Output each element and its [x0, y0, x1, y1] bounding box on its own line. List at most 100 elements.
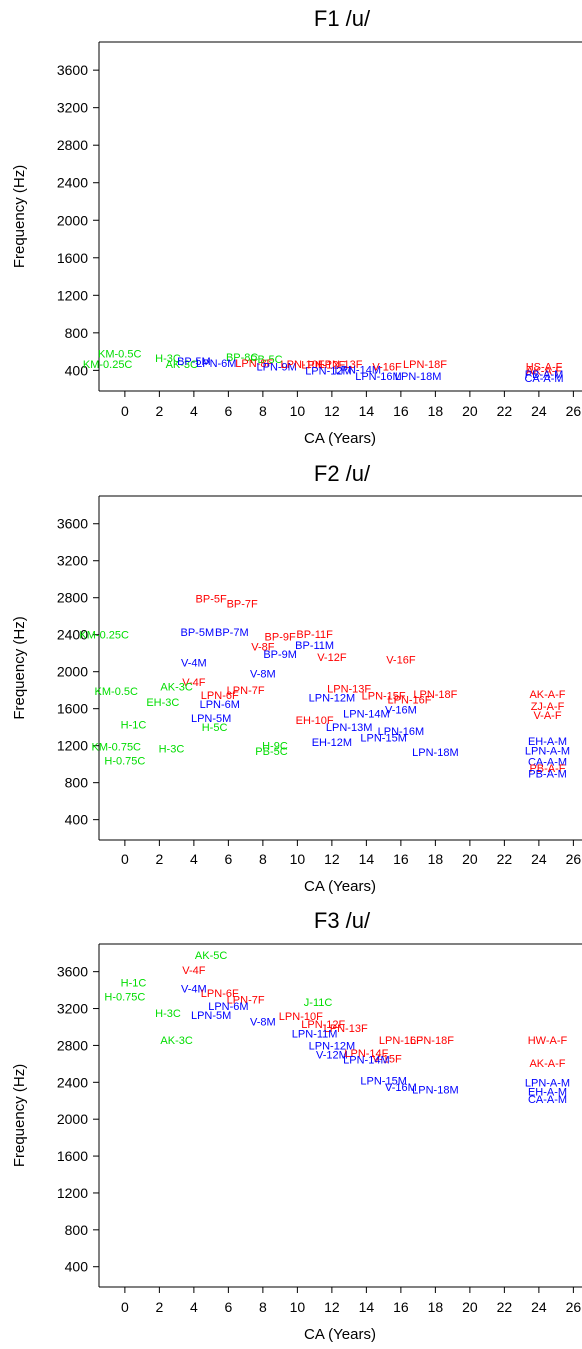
data-point-label: KM-0.25C [83, 359, 133, 371]
data-point-label: PB-A-F [529, 763, 565, 775]
data-point-label: BP-11M [295, 640, 334, 652]
data-point-label: BP-7M [215, 627, 249, 639]
y-tick-label: 2800 [57, 590, 88, 606]
data-point-label: KM-0.5C [95, 686, 138, 698]
data-point-label: H-0.75C [104, 992, 145, 1004]
data-point-label: LPN-A-M [525, 1077, 570, 1089]
data-point-label: BP-9F [265, 632, 296, 644]
data-point-label: LPN-6F [201, 988, 239, 1000]
y-tick-label: 800 [65, 775, 89, 791]
y-tick-label: 800 [65, 1222, 89, 1238]
data-point-label: LPN-18F [413, 689, 457, 701]
x-tick-label: 20 [462, 1299, 478, 1315]
x-tick-label: 24 [531, 1299, 547, 1315]
data-point-label: HW-A-F [528, 1035, 568, 1047]
data-point-label: AK-3C [166, 359, 198, 371]
y-tick-label: 1200 [57, 287, 88, 303]
data-point-label: V-16M [385, 1082, 417, 1094]
data-point-label: LPN-14F [344, 1048, 388, 1060]
data-point-label: V-12M [316, 1050, 348, 1062]
data-point-label: LPN-6M [200, 699, 240, 711]
x-tick-label: 12 [324, 1299, 340, 1315]
x-tick-label: 0 [121, 851, 129, 867]
x-tick-label: 18 [428, 851, 444, 867]
data-point-label: LPN-15F [362, 691, 406, 703]
x-tick-label: 20 [462, 403, 478, 419]
data-point-label: V-4M [181, 983, 207, 995]
data-point-label: EH-3C [146, 697, 179, 709]
y-tick-label: 2800 [57, 137, 88, 153]
data-point-label: H-9C [262, 741, 288, 753]
data-point-label: LPN-5M [191, 1010, 231, 1022]
data-point-label: AK-3C [160, 681, 192, 693]
data-point-label: LPN-18M [395, 371, 441, 383]
x-tick-label: 16 [393, 1299, 409, 1315]
data-point-label: LPN-12F [301, 360, 345, 372]
data-point-label: EH-10F [296, 715, 334, 727]
x-tick-label: 0 [121, 1299, 129, 1315]
data-point-label: LPN-18M [412, 1085, 458, 1097]
y-tick-label: 400 [65, 1259, 89, 1275]
y-tick-label: 3200 [57, 553, 88, 569]
data-point-label: V-15F [372, 1053, 402, 1065]
x-tick-label: 4 [190, 851, 198, 867]
data-point-label: LPN-12M [309, 693, 355, 705]
x-tick-label: 0 [121, 403, 129, 419]
data-point-label: LPN-16M [355, 371, 401, 383]
chart-title: F1 /u/ [314, 6, 371, 31]
x-tick-label: 22 [497, 1299, 513, 1315]
data-point-label: V-8M [250, 669, 276, 681]
y-tick-label: 3200 [57, 100, 88, 116]
data-point-label: H-5C [202, 722, 228, 734]
chart-title: F3 /u/ [314, 908, 371, 933]
y-tick-label: 1600 [57, 1148, 88, 1164]
x-tick-label: 22 [497, 851, 513, 867]
data-point-label: LPN-6F [201, 690, 239, 702]
data-point-label: AK-A-F [529, 689, 565, 701]
data-point-label: LPN-14M [335, 364, 381, 376]
x-axis-label: CA (Years) [304, 430, 376, 447]
y-tick-label: 1200 [57, 1185, 88, 1201]
x-tick-label: 6 [224, 1299, 232, 1315]
data-point-label: V-A-F [533, 710, 561, 722]
data-point-label: LPN-10F [279, 1011, 323, 1023]
data-point-label: V-4M [181, 657, 207, 669]
x-tick-label: 18 [428, 403, 444, 419]
data-point-label: LPN-7F [227, 994, 265, 1006]
data-point-label: EH-A-M [528, 736, 567, 748]
y-tick-label: 800 [65, 325, 89, 341]
data-point-label: LPN-7F [227, 685, 265, 697]
x-tick-label: 12 [324, 851, 340, 867]
data-point-label: LPN-14M [343, 708, 389, 720]
data-point-label: LPN-18F [410, 1035, 454, 1047]
data-point-label: BP-11F [296, 629, 333, 641]
x-tick-label: 26 [566, 1299, 582, 1315]
y-tick-label: 2000 [57, 664, 88, 680]
data-point-label: V-16F [372, 362, 402, 374]
data-point-label: LPN-12M [305, 365, 351, 377]
data-point-label: BP-5M [177, 356, 211, 368]
y-tick-label: 2800 [57, 1037, 88, 1053]
y-tick-label: 2000 [57, 212, 88, 228]
data-point-label: LPN-13M [326, 722, 372, 734]
x-tick-label: 2 [155, 403, 163, 419]
data-point-label: H-0.75C [104, 755, 145, 767]
data-point-label: LPN-6M [196, 358, 236, 370]
x-tick-label: 12 [324, 403, 340, 419]
data-point-label: AK-3C [160, 1035, 192, 1047]
data-point-label: LPN-A-M [525, 745, 570, 757]
data-point-label: LPN-13F [318, 359, 362, 371]
data-point-label: LPN-13F [324, 1023, 368, 1035]
x-tick-label: 16 [393, 403, 409, 419]
data-point-label: PB-5C [250, 354, 282, 366]
data-point-label: BP-8C [226, 352, 258, 364]
x-tick-label: 16 [393, 851, 409, 867]
chart-title: F2 /u/ [314, 461, 371, 486]
data-point-label: V-16M [385, 705, 417, 717]
data-point-label: V-8F [251, 642, 275, 654]
y-tick-label: 1600 [57, 250, 88, 266]
data-point-label: H-3C [155, 353, 181, 365]
x-tick-label: 2 [155, 851, 163, 867]
x-tick-label: 10 [290, 1299, 306, 1315]
